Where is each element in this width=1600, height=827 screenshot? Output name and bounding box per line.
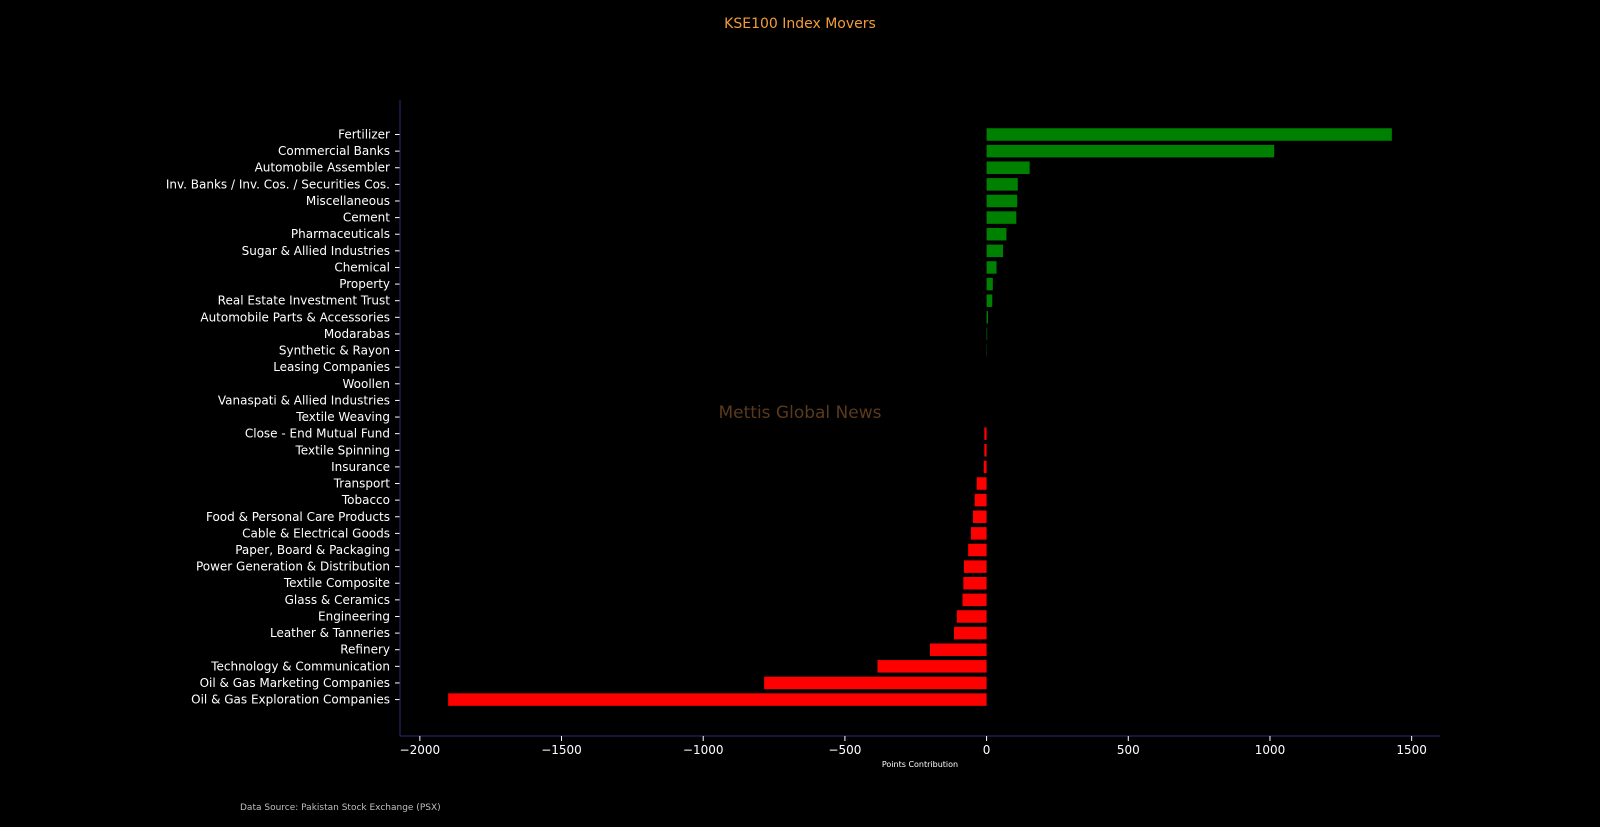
category-label: Real Estate Investment Trust <box>218 294 391 308</box>
bar-23 <box>974 493 987 507</box>
bar-21 <box>983 460 987 474</box>
category-label: Leather & Tanneries <box>270 626 390 640</box>
category-label: Tobacco <box>341 493 390 507</box>
category-label: Refinery <box>340 643 390 657</box>
bar-1 <box>986 128 1392 141</box>
bar-4 <box>986 178 1018 191</box>
x-tick-label: 500 <box>1117 743 1140 757</box>
category-label: Food & Personal Care Products <box>206 510 390 524</box>
bar-13 <box>986 327 988 341</box>
x-tick-label: 0 <box>983 743 991 757</box>
category-label: Fertilizer <box>338 128 390 142</box>
bar-30 <box>956 610 987 623</box>
category-label: Property <box>339 277 390 291</box>
bar-29 <box>962 593 987 607</box>
category-label: Textile Composite <box>283 576 390 590</box>
category-label: Automobile Assembler <box>255 161 390 175</box>
bar-26 <box>968 543 987 557</box>
bar-5 <box>986 194 1018 208</box>
category-label: Vanaspati & Allied Industries <box>218 393 390 407</box>
bar-3 <box>986 161 1030 174</box>
x-tick-label: −1500 <box>541 743 582 757</box>
category-label: Cable & Electrical Goods <box>242 526 390 540</box>
bar-25 <box>971 527 987 540</box>
category-label: Glass & Ceramics <box>285 593 390 607</box>
bar-9 <box>986 261 997 274</box>
bar-28 <box>963 576 987 590</box>
bar-7 <box>986 227 1007 241</box>
bar-32 <box>929 643 987 656</box>
category-label: Inv. Banks / Inv. Cos. / Securities Cos. <box>166 177 390 191</box>
category-label: Insurance <box>331 460 390 474</box>
x-tick-label: 1500 <box>1396 743 1427 757</box>
category-label: Sugar & Allied Industries <box>242 244 390 258</box>
category-label: Commercial Banks <box>278 144 390 158</box>
category-label: Leasing Companies <box>273 360 390 374</box>
category-label: Oil & Gas Marketing Companies <box>200 676 390 690</box>
bar-20 <box>984 444 987 457</box>
bar-12 <box>986 311 989 324</box>
category-label: Transport <box>333 477 391 491</box>
category-label: Technology & Communication <box>210 659 390 673</box>
category-label: Chemical <box>334 260 390 274</box>
category-labels: Fertilizer Commercial Banks Automobile Ass… <box>166 128 390 707</box>
watermark: Mettis Global News <box>718 403 881 423</box>
x-tick-label: −1000 <box>683 743 724 757</box>
x-tick-label: −2000 <box>400 743 441 757</box>
bar-11 <box>986 294 993 307</box>
bar-22 <box>976 477 987 490</box>
data-source-note: Data Source: Pakistan Stock Exchange (PS… <box>240 803 441 813</box>
bar-31 <box>954 626 987 640</box>
bar-19 <box>984 427 987 440</box>
category-label: Pharmaceuticals <box>291 227 390 241</box>
category-label: Power Generation & Distribution <box>196 560 390 574</box>
category-label: Woollen <box>342 377 390 391</box>
axes: −2000 −1500 −1000 −500 0 500 1000 1500 <box>395 100 1440 757</box>
category-label: Cement <box>343 211 390 225</box>
bar-24 <box>972 510 987 524</box>
category-label: Oil & Gas Exploration Companies <box>191 693 390 707</box>
category-label: Paper, Board & Packaging <box>235 543 390 557</box>
category-label: Textile Spinning <box>295 443 390 457</box>
bar-10 <box>986 277 993 291</box>
x-tick-label: 1000 <box>1255 743 1286 757</box>
bars-group <box>448 128 1392 706</box>
bar-33 <box>877 660 987 673</box>
bar-34 <box>764 676 987 690</box>
category-label: Synthetic & Rayon <box>279 344 390 358</box>
bar-8 <box>986 244 1004 258</box>
category-label: Miscellaneous <box>306 194 390 208</box>
category-label: Modarabas <box>324 327 390 341</box>
x-axis-label: Points Contribution <box>882 760 958 769</box>
bar-27 <box>963 560 987 573</box>
category-label: Engineering <box>318 609 390 623</box>
x-tick-label: −500 <box>828 743 861 757</box>
category-label: Automobile Parts & Accessories <box>200 310 390 324</box>
category-label: Textile Weaving <box>295 410 390 424</box>
bar-6 <box>986 211 1017 224</box>
bar-2 <box>986 144 1275 158</box>
category-label: Close - End Mutual Fund <box>245 427 390 441</box>
chart-title: KSE100 Index Movers <box>724 16 876 32</box>
bar-35 <box>448 693 987 706</box>
